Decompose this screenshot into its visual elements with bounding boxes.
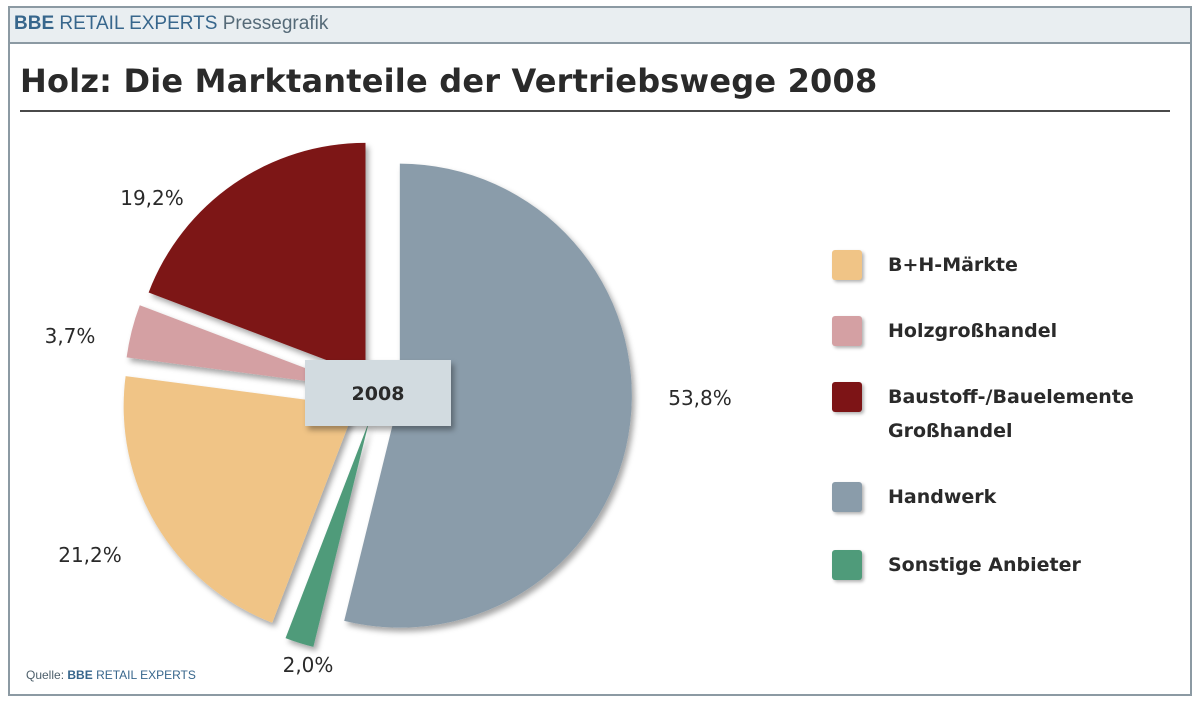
pie-slice-baustoff-bauelemente-gro-handel	[148, 142, 366, 375]
slice-label: 3,7%	[45, 324, 96, 348]
legend-swatch	[832, 250, 862, 280]
slice-labels: 53,8% 2,0% 21,2% 3,7% 19,2%	[45, 186, 732, 677]
pie-slice-handwerk	[344, 163, 632, 628]
legend-swatch	[832, 550, 862, 580]
slice-label: 2,0%	[283, 653, 334, 677]
source-brand-bold: BBE	[67, 668, 93, 682]
title-divider	[20, 110, 1170, 112]
header-bar: BBE RETAIL EXPERTS Pressegrafik	[10, 8, 1190, 44]
source-brand-rest: RETAIL EXPERTS	[96, 668, 196, 682]
legend-label: Baustoff-/Bauelemente Großhandel	[888, 386, 1134, 442]
slice-label: 19,2%	[120, 186, 184, 210]
legend-item-holzgrosshandel: Holzgroßhandel	[832, 316, 1188, 348]
pie-slice-holzgro-handel	[126, 305, 357, 388]
legend-label: Handwerk	[888, 486, 997, 508]
center-badge: 2008	[305, 360, 451, 426]
legend-swatch	[832, 316, 862, 346]
header-brand-rest: RETAIL EXPERTS	[59, 13, 218, 34]
legend-item-baustoff: Baustoff-/Bauelemente Großhandel	[832, 382, 1188, 448]
legend-item-sonstige: Sonstige Anbieter	[832, 550, 1188, 582]
legend-label: B+H-Märkte	[888, 254, 1018, 276]
pie-slice-sonstige-anbieter	[285, 421, 369, 647]
legend-swatch	[832, 382, 862, 412]
legend-item-bh-maerkte: B+H-Märkte	[832, 250, 1188, 282]
center-badge-label: 2008	[352, 383, 405, 405]
source-note: Quelle: BBE RETAIL EXPERTS	[26, 668, 196, 682]
slice-label: 53,8%	[668, 386, 732, 410]
pie-slices	[123, 142, 632, 647]
legend-label: Holzgroßhandel	[888, 320, 1058, 342]
header-suffix: Pressegrafik	[222, 13, 329, 34]
chart-title: Holz: Die Marktanteile der Vertriebswege…	[20, 62, 878, 100]
slice-label: 21,2%	[58, 543, 122, 567]
center-badge-box	[305, 360, 451, 426]
legend-label: Sonstige Anbieter	[888, 554, 1081, 576]
pie-slice-b-h-m-rkte	[123, 376, 356, 623]
legend-swatch	[832, 482, 862, 512]
source-prefix: Quelle:	[26, 668, 65, 682]
legend-item-handwerk: Handwerk	[832, 482, 1188, 514]
header-brand-bold: BBE	[14, 13, 55, 34]
